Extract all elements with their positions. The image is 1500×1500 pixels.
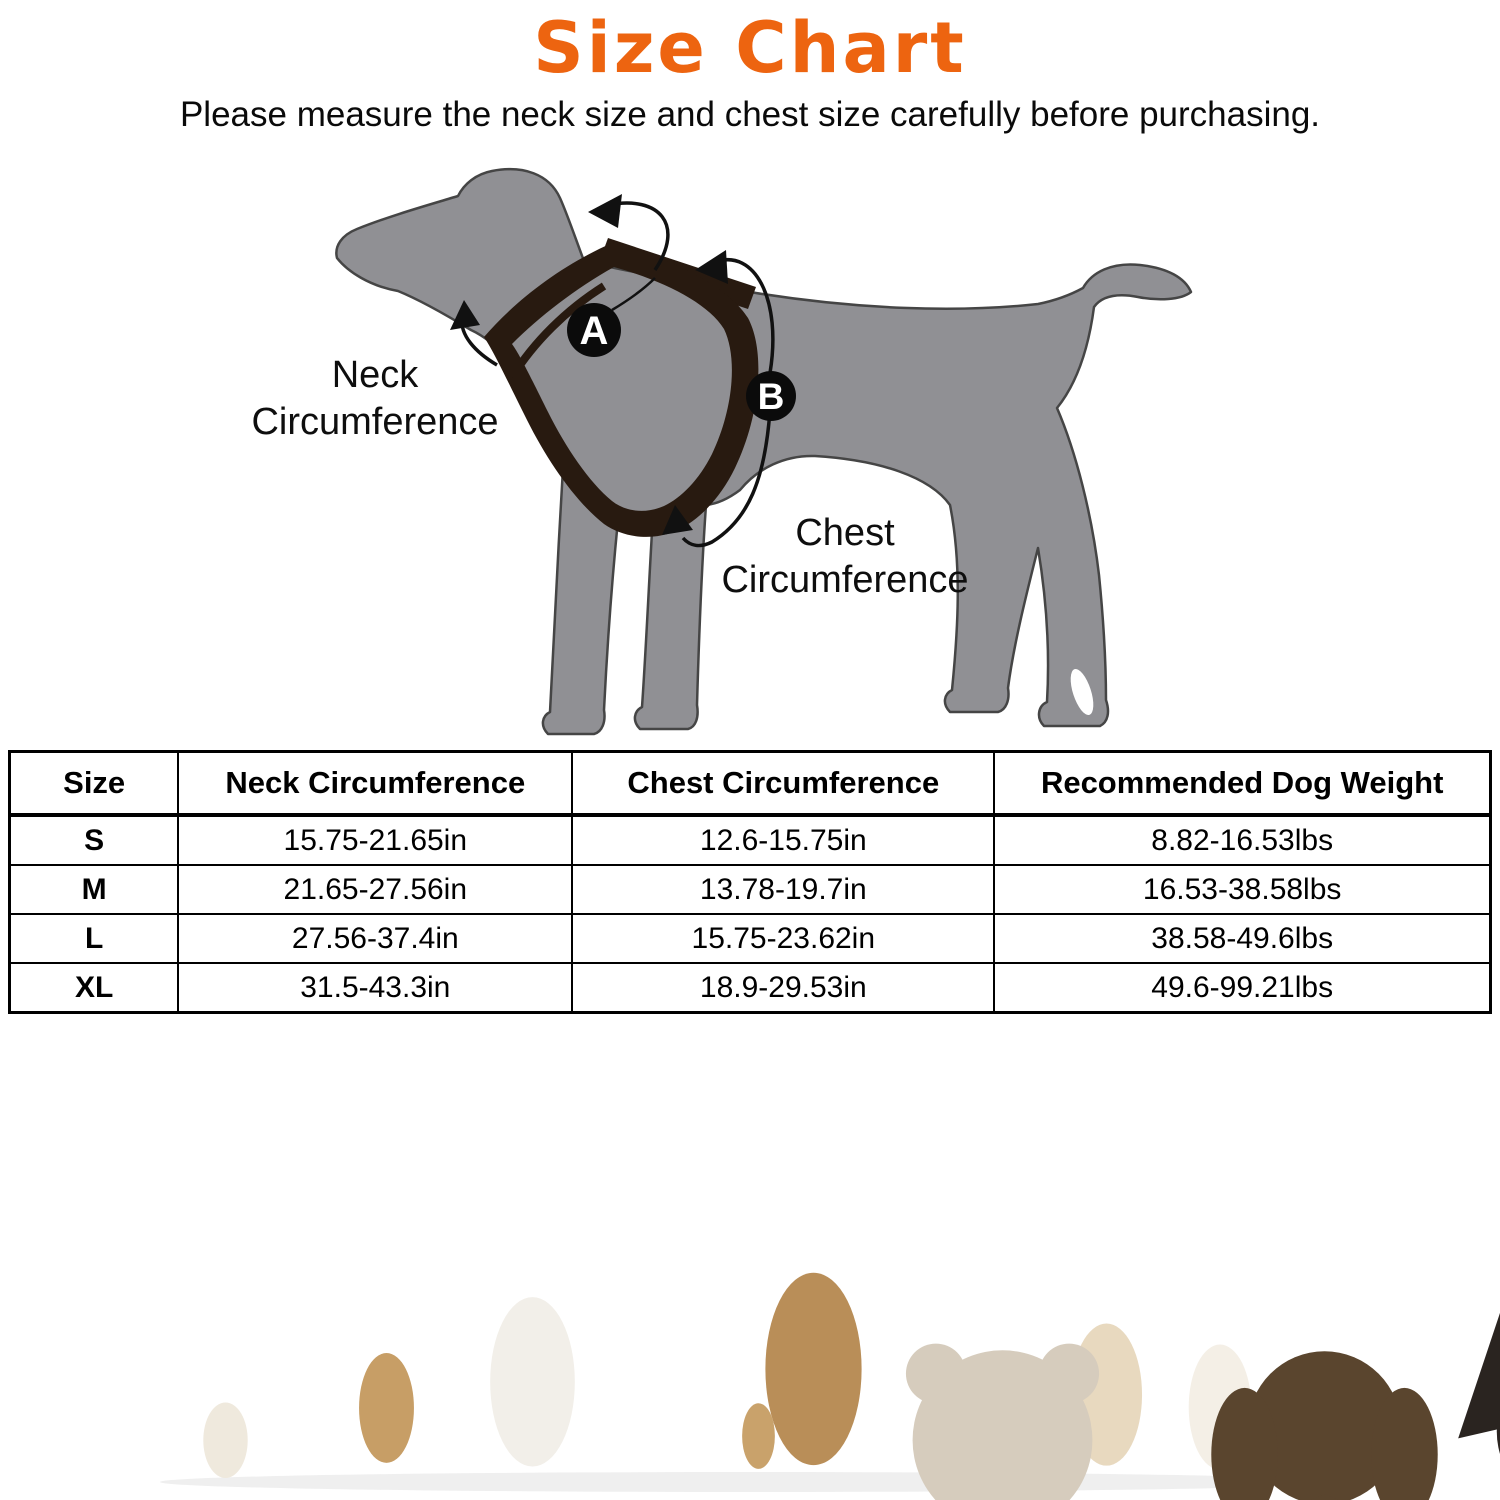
header-size: Size: [8, 750, 180, 817]
cell-size: S: [8, 814, 180, 866]
dog-chihuahua: [742, 1312, 1500, 1500]
dog-shih-tzu: [203, 1344, 1135, 1500]
badge-a-letter: A: [580, 309, 609, 353]
measurement-arrows: [460, 201, 775, 548]
hind-leg-gap: [1070, 669, 1094, 715]
arrowhead-neck-left: [450, 300, 480, 330]
cell-neck: 31.5-43.3in: [177, 962, 574, 1014]
measure-instruction: Please measure the neck size and chest s…: [179, 95, 1321, 134]
header-neck: Neck Circumference: [177, 750, 574, 817]
neck-top-arrow: [607, 201, 670, 271]
harness-body: [484, 243, 759, 537]
arrowhead-chest-top: [695, 250, 728, 284]
arrowhead-neck-top: [588, 194, 622, 228]
chest-label-line2: Circumference: [721, 559, 969, 601]
badge-a: A: [567, 303, 621, 357]
dog-boxer: [490, 1297, 575, 1467]
chest-top-arrow: [714, 258, 775, 374]
harness: [484, 238, 759, 537]
cell-weight: 16.53-38.58lbs: [993, 864, 1492, 915]
chest-circumference-label: Chest Circumference: [645, 510, 1045, 604]
dog-german-shepherd: [765, 1272, 862, 1466]
arrow-heads: [450, 194, 728, 535]
header-chest: Chest Circumference: [571, 750, 996, 817]
dogs-photo: [160, 1020, 1500, 1500]
table-row-s: S 15.75-21.65in 12.6-15.75in 8.82-16.53l…: [8, 814, 1492, 866]
neck-label-line1: Neck: [331, 354, 419, 396]
table-header-row: Size Neck Circumference Chest Circumfere…: [8, 750, 1492, 817]
cell-weight: 38.58-49.6lbs: [993, 913, 1492, 964]
cell-size: L: [8, 913, 180, 964]
table-row-l: L 27.56-37.4in 15.75-23.62in 38.58-49.6l…: [8, 913, 1492, 964]
cell-neck: 15.75-21.65in: [177, 814, 574, 866]
cell-size: XL: [8, 962, 180, 1014]
cell-chest: 13.78-19.7in: [571, 864, 996, 915]
cell-weight: 49.6-99.21lbs: [993, 962, 1492, 1014]
table-row-m: M 21.65-27.56in 13.78-19.7in 16.53-38.58…: [8, 864, 1492, 915]
page-title: Size Chart: [533, 7, 967, 89]
badge-a-connector: [611, 277, 656, 312]
header-weight: Recommended Dog Weight: [993, 750, 1492, 817]
neck-circumference-label: Neck Circumference: [175, 352, 575, 446]
cell-weight: 8.82-16.53lbs: [993, 814, 1492, 866]
badge-a-circle: [567, 303, 621, 357]
arrowhead-chest-bottom: [662, 505, 693, 535]
size-table: Size Neck Circumference Chest Circumfere…: [8, 750, 1492, 1014]
harness-inner-strap: [508, 282, 607, 380]
cell-neck: 27.56-37.4in: [177, 913, 574, 964]
badge-b: B: [746, 371, 796, 421]
harness-diagram: A B: [335, 167, 1193, 736]
cell-neck: 21.65-27.56in: [177, 864, 574, 915]
badge-b-circle: [746, 371, 796, 421]
cell-chest: 15.75-23.62in: [571, 913, 996, 964]
cell-chest: 18.9-29.53in: [571, 962, 996, 1014]
dog-shiba-inu: [359, 1214, 1500, 1500]
chest-bottom-arrow: [681, 409, 772, 548]
badge-b-letter: B: [758, 376, 785, 417]
floor-shadow: [160, 1472, 1340, 1492]
chest-label-line1: Chest: [795, 512, 895, 554]
cell-size: M: [8, 864, 180, 915]
cell-chest: 12.6-15.75in: [571, 814, 996, 866]
table-row-xl: XL 31.5-43.3in 18.9-29.53in 49.6-99.21lb…: [8, 962, 1492, 1014]
neck-label-line2: Circumference: [251, 401, 499, 443]
